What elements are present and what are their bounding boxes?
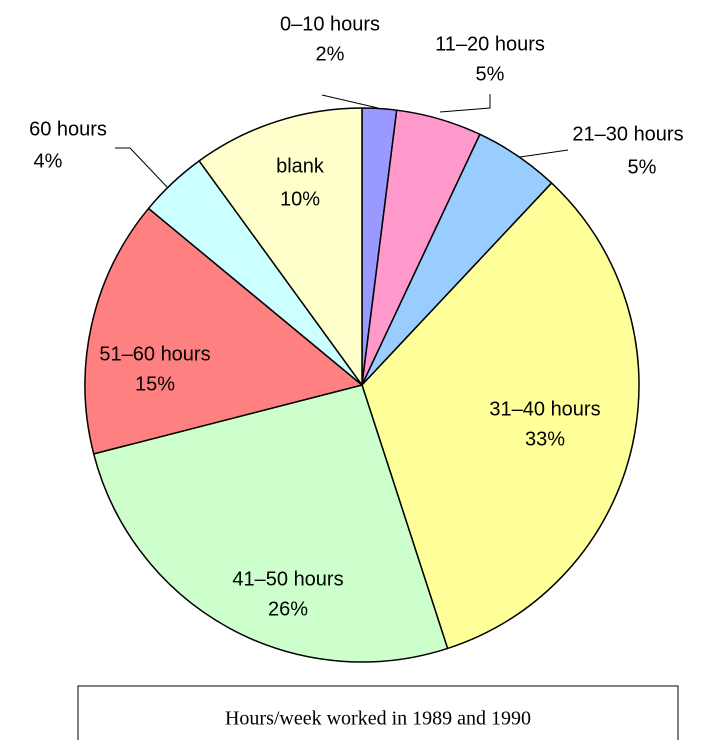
pie-slice [84, 207, 363, 455]
title-box [77, 685, 679, 740]
value-label: 15% [135, 373, 175, 395]
chart-title: Hours/week worked in 1989 and 1990 [225, 708, 531, 730]
slice-label: 11–20 hours [435, 33, 545, 55]
leader-line [321, 94, 379, 109]
slice-label: 51–60 hours [99, 343, 210, 365]
value-label: 2% [316, 43, 345, 65]
value-label: 4% [34, 150, 63, 172]
slice-label: 21–30 hours [572, 123, 683, 145]
slice-label: blank [276, 155, 325, 177]
value-label: 5% [476, 63, 505, 85]
leader-line [115, 147, 169, 189]
slice-label: 60 hours [29, 118, 107, 140]
pie-slice [198, 107, 363, 386]
pie [84, 107, 640, 663]
value-label: 26% [268, 598, 308, 620]
leader-line [439, 94, 491, 113]
slice-label: 41–50 hours [232, 568, 343, 590]
slice-label: 0–10 hours [280, 13, 380, 35]
pie-slice [361, 182, 640, 650]
leader-line [519, 149, 569, 158]
value-label: 5% [628, 156, 657, 178]
pie-slice [92, 384, 449, 663]
value-label: 33% [525, 428, 565, 450]
value-label: 10% [280, 188, 320, 210]
slice-label: 31–40 hours [489, 398, 600, 420]
